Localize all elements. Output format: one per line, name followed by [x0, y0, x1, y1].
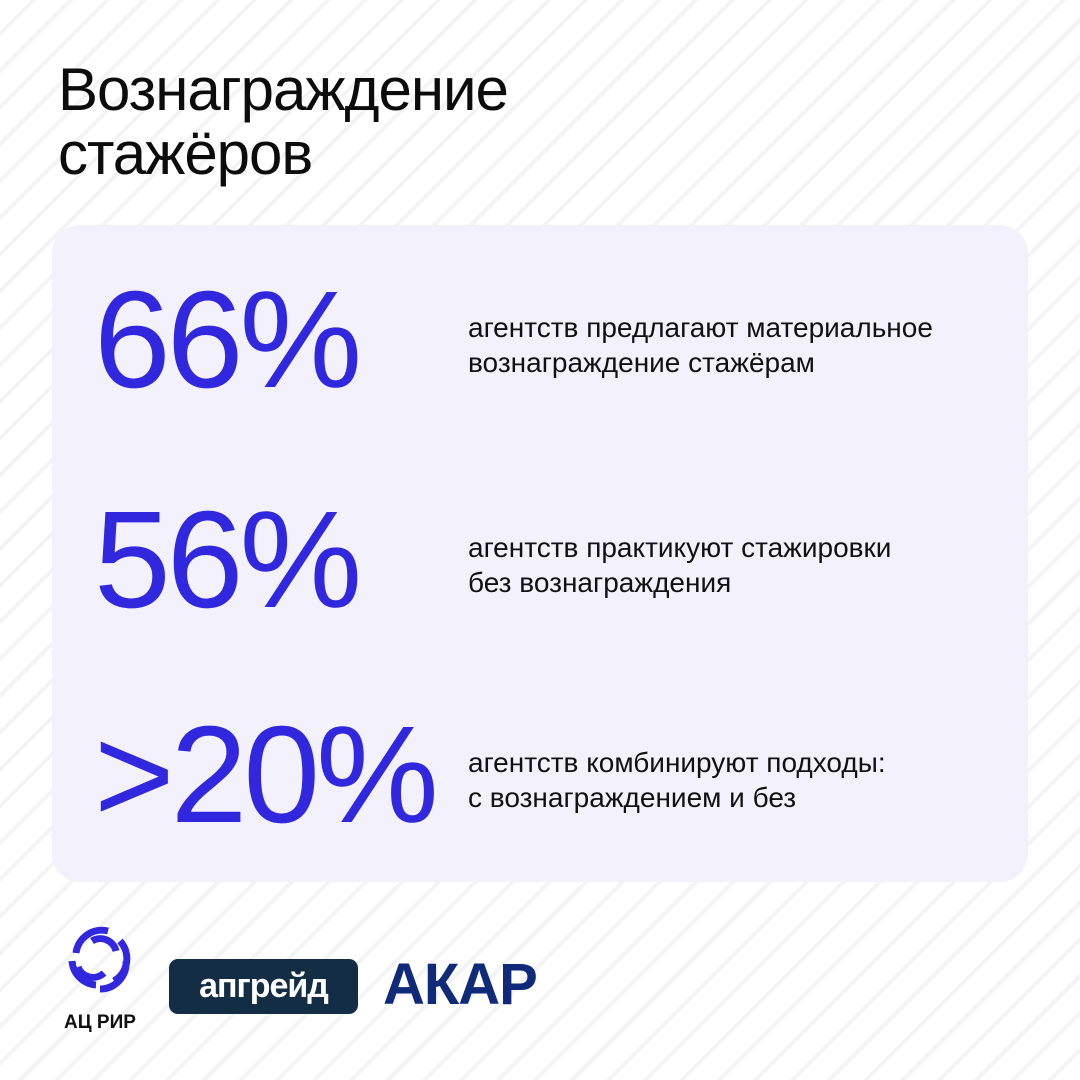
stat-row: 66% агентств предлагают материальное воз…: [52, 270, 1028, 410]
akar-logo: АКАР: [383, 952, 538, 1017]
stat-description: агентств предлагают материальное вознагр…: [468, 310, 933, 380]
stat-description: агентств практикуют стажировки без возна…: [468, 530, 891, 600]
title-line-1: Вознаграждение: [58, 56, 509, 123]
stat-row: >20% агентств комбинируют подходы: с воз…: [52, 705, 1028, 845]
stats-card: 66% агентств предлагают материальное воз…: [52, 225, 1028, 882]
stat-line: агентств комбинируют подходы:: [468, 747, 886, 778]
page-title: Вознаграждение стажёров: [58, 56, 509, 187]
rir-logo: АЦ РИР: [60, 925, 140, 1034]
stat-line: вознаграждение стажёрам: [468, 347, 815, 378]
partner-logos: АЦ РИР апгрейд АКАР: [60, 925, 580, 1045]
stat-value: 66%: [94, 263, 362, 417]
stat-line: агентств практикуют стажировки: [468, 532, 892, 563]
stat-line: агентств предлагают материальное: [468, 312, 933, 343]
rir-logo-text: АЦ РИР: [64, 1012, 136, 1033]
stat-value: >20%: [94, 698, 439, 852]
stat-row: 56% агентств практикуют стажировки без в…: [52, 490, 1028, 630]
upgrade-logo: апгрейд: [169, 959, 358, 1014]
stat-line: без вознаграждения: [468, 567, 732, 598]
stat-value: 56%: [94, 483, 362, 637]
stat-description: агентств комбинируют подходы: с вознагра…: [468, 745, 886, 815]
title-line-2: стажёров: [58, 120, 313, 187]
stat-line: с вознаграждением и без: [468, 782, 797, 813]
rir-swirl-icon: [68, 926, 131, 993]
